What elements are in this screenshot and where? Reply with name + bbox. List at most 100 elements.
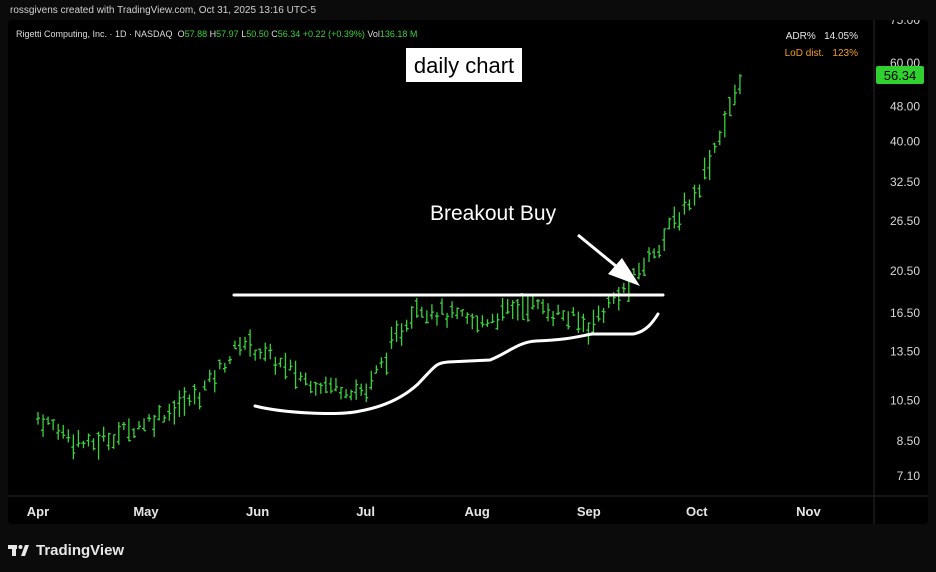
- ohlc-bar: [460, 309, 465, 317]
- adr-indicator: ADR% 14.05%: [786, 31, 858, 42]
- ohlc-bar: [273, 356, 278, 375]
- ohlc-bar: [182, 387, 187, 416]
- ohlc-bar: [429, 304, 434, 320]
- ohlc-legend: Rigetti Computing, Inc. · 1D · NASDAQ O5…: [16, 29, 417, 39]
- ohlc-bar: [212, 370, 217, 393]
- ohlc-bar: [434, 312, 439, 326]
- last-price-badge: [876, 66, 924, 84]
- ohlc-bar: [409, 306, 414, 329]
- close-value: 56.34: [277, 29, 301, 39]
- high-value: 57.97: [216, 29, 239, 39]
- ohlc-bar: [202, 380, 207, 391]
- ohlc-bar: [546, 303, 551, 322]
- ohlc-bar: [601, 308, 606, 323]
- time-tick-label: May: [133, 504, 159, 519]
- ohlc-bar: [217, 359, 222, 370]
- ohlc-bar: [354, 379, 359, 400]
- ohlc-bar: [636, 262, 641, 280]
- ohlc-bar: [515, 298, 520, 321]
- ohlc-bar: [243, 336, 248, 350]
- time-tick-label: Jul: [356, 504, 375, 519]
- ohlc-bar: [339, 386, 343, 400]
- ohlc-bar: [541, 299, 545, 315]
- ohlc-bar: [81, 440, 86, 449]
- price-tick-label: 8.50: [897, 434, 921, 448]
- ohlc-bar: [571, 307, 576, 317]
- low-value: 50.50: [246, 29, 269, 39]
- ohlc-bar: [268, 343, 273, 360]
- ohlc-bar: [142, 418, 147, 432]
- ohlc-bar: [41, 414, 46, 437]
- tradingview-brand: TradingView: [36, 541, 125, 559]
- ohlc-bar: [318, 382, 323, 394]
- ohlc-bar: [652, 248, 657, 259]
- ohlc-bar: [591, 309, 596, 333]
- ohlc-bar: [419, 306, 424, 318]
- price-chart[interactable]: 75.0060.0048.0040.0032.5026.5020.5016.50…: [8, 20, 928, 524]
- ohlc-bar: [278, 357, 283, 368]
- ohlc-bar: [323, 376, 328, 394]
- ohlc-bar: [101, 426, 106, 442]
- time-tick-label: Apr: [27, 504, 49, 519]
- ohlc-bar: [344, 389, 349, 399]
- ohlc-bar: [535, 298, 540, 310]
- time-tick-label: Sep: [577, 504, 601, 519]
- tradingview-logo-icon: [8, 545, 29, 556]
- ohlc-bar: [495, 313, 500, 330]
- ohlc-bar: [576, 311, 581, 334]
- ohlc-bar: [328, 377, 333, 394]
- ohlc-bar: [86, 433, 91, 447]
- price-tick-label: 40.00: [890, 135, 920, 149]
- open-value: 57.88: [184, 29, 208, 39]
- price-tick-label: 26.50: [890, 214, 920, 228]
- ohlc-bar: [475, 315, 480, 333]
- ohlc-bar: [621, 282, 626, 293]
- ohlc-bar: [596, 305, 601, 322]
- ohlc-bar: [480, 315, 485, 328]
- time-tick-label: Jun: [246, 504, 269, 519]
- high-label: H: [209, 29, 217, 39]
- ohlc-bar: [106, 432, 111, 451]
- ohlc-bar: [359, 383, 364, 396]
- ohlc-bar: [450, 301, 455, 319]
- ohlc-bar: [51, 419, 56, 431]
- vol-label: Vol: [367, 29, 380, 39]
- ohlc-bar: [566, 311, 571, 330]
- ohlc-bar: [303, 372, 308, 386]
- ohlc-bar: [293, 360, 298, 389]
- ohlc-bar: [76, 430, 81, 448]
- ohlc-bar: [384, 352, 389, 375]
- ohlc-bar: [283, 352, 288, 380]
- ohlc-bar: [737, 74, 742, 95]
- time-tick-label: Oct: [686, 504, 708, 519]
- ohlc-bar: [404, 319, 409, 332]
- tradingview-logo[interactable]: TradingView: [8, 540, 124, 560]
- adr-value: 14.05%: [824, 31, 858, 42]
- ohlc-bar: [66, 429, 71, 443]
- breakout-arrow-head: [608, 258, 640, 286]
- ohlc-bar: [687, 199, 692, 211]
- ohlc-bar: [732, 84, 737, 106]
- last-price-badge-text: 56.34: [884, 68, 917, 83]
- ohlc-bar: [414, 297, 419, 318]
- price-tick-label: 75.00: [890, 20, 920, 27]
- ohlc-bar: [167, 403, 172, 421]
- ohlc-bar: [712, 142, 717, 153]
- ohlc-bar: [455, 307, 460, 320]
- ohlc-bar: [424, 310, 429, 324]
- ohlc-bar: [470, 313, 475, 330]
- ohlc-bar: [616, 287, 621, 311]
- lod-indicator: LoD dist. 123%: [785, 48, 858, 59]
- ohlc-bar: [91, 438, 96, 451]
- ohlc-bar: [727, 96, 732, 117]
- ohlc-bar: [263, 342, 268, 362]
- ohlc-bars: [36, 74, 742, 460]
- ohlc-bar: [369, 370, 374, 390]
- ohlc-bar: [147, 414, 152, 422]
- ohlc-bar: [111, 434, 116, 449]
- ohlc-bar: [61, 424, 66, 439]
- chart-frame[interactable]: Rigetti Computing, Inc. · 1D · NASDAQ O5…: [8, 20, 928, 524]
- ohlc-bar: [177, 390, 182, 418]
- ohlc-bar: [445, 312, 450, 328]
- ohlc-bar: [96, 431, 101, 460]
